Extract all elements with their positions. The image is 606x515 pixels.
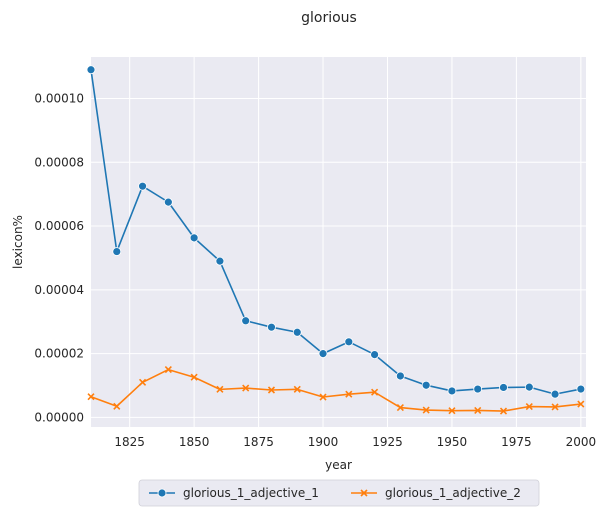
data-point (163, 197, 173, 207)
y-tick-label: 0.00006 (34, 219, 84, 233)
y-tick-label: 0.00000 (34, 410, 84, 424)
legend-box (138, 479, 540, 507)
legend-item: glorious_1_adjective_2 (351, 486, 521, 500)
x-axis-label: year (325, 458, 352, 472)
data-point (447, 386, 457, 396)
data-point (216, 385, 224, 393)
x-tick-label: 1850 (179, 435, 210, 449)
x-tick-label: 2000 (566, 435, 597, 449)
grid-lines (91, 57, 586, 427)
y-tick-label: 0.00002 (34, 347, 84, 361)
data-point (525, 403, 533, 411)
data-point (189, 233, 199, 243)
data-point (293, 385, 301, 393)
y-tick-label: 0.00008 (34, 155, 84, 169)
data-point (577, 400, 585, 408)
y-axis: 0.00000 0.00002 0.00004 0.00006 0.00008 0.000… (34, 91, 84, 424)
data-point (344, 337, 354, 347)
data-point (86, 65, 96, 75)
legend-item: glorious_1_adjective_1 (149, 486, 319, 500)
series-line (90, 368, 581, 412)
x-tick-label: 1950 (437, 435, 468, 449)
y-axis-label: lexicon% (11, 215, 25, 269)
legend-marker (360, 489, 368, 497)
series-layer (86, 65, 586, 415)
data-point (550, 389, 560, 399)
data-point (138, 378, 147, 386)
y-tick-label: 0.00010 (34, 91, 84, 105)
data-point (395, 371, 405, 381)
data-point (267, 322, 276, 332)
data-point (87, 393, 95, 401)
data-point (345, 390, 353, 398)
legend-label: glorious_1_adjective_2 (385, 486, 521, 500)
data-point (576, 384, 586, 394)
data-point (112, 247, 122, 256)
plot-area (91, 57, 586, 427)
data-point (267, 386, 276, 394)
x-tick-label: 1875 (243, 435, 274, 449)
data-point (524, 382, 534, 392)
legend-marker (157, 488, 167, 498)
data-point (318, 349, 328, 359)
x-tick-label: 1925 (372, 435, 403, 449)
data-point (241, 316, 251, 326)
data-point (421, 380, 431, 390)
data-point (292, 327, 302, 337)
series-2 (87, 366, 585, 415)
legend-label: glorious_1_adjective_1 (183, 486, 319, 500)
data-point (113, 402, 121, 410)
data-point (371, 388, 379, 396)
data-point (396, 403, 404, 412)
data-point (473, 384, 483, 394)
data-point (499, 407, 508, 415)
chart-title: glorious (301, 10, 357, 26)
data-point (370, 350, 379, 359)
data-point (448, 407, 456, 415)
data-point (242, 384, 250, 392)
data-point (190, 373, 198, 381)
series-1 (86, 65, 586, 399)
data-point (138, 181, 147, 191)
data-point (164, 366, 172, 374)
legend: glorious_1_adjective_1 glorious_1_adjecti… (138, 479, 540, 507)
data-point (319, 393, 327, 401)
x-tick-label: 1825 (114, 435, 145, 449)
data-point (551, 403, 559, 411)
data-point (422, 406, 430, 414)
data-point (499, 383, 508, 392)
y-tick-label: 0.00004 (34, 283, 84, 297)
data-point (474, 406, 482, 414)
x-tick-label: 1900 (308, 435, 339, 449)
data-point (215, 256, 225, 266)
x-tick-label: 1975 (501, 435, 532, 449)
x-axis: 1825 1850 1875 1900 1925 1950 1975 2000 (114, 435, 596, 449)
